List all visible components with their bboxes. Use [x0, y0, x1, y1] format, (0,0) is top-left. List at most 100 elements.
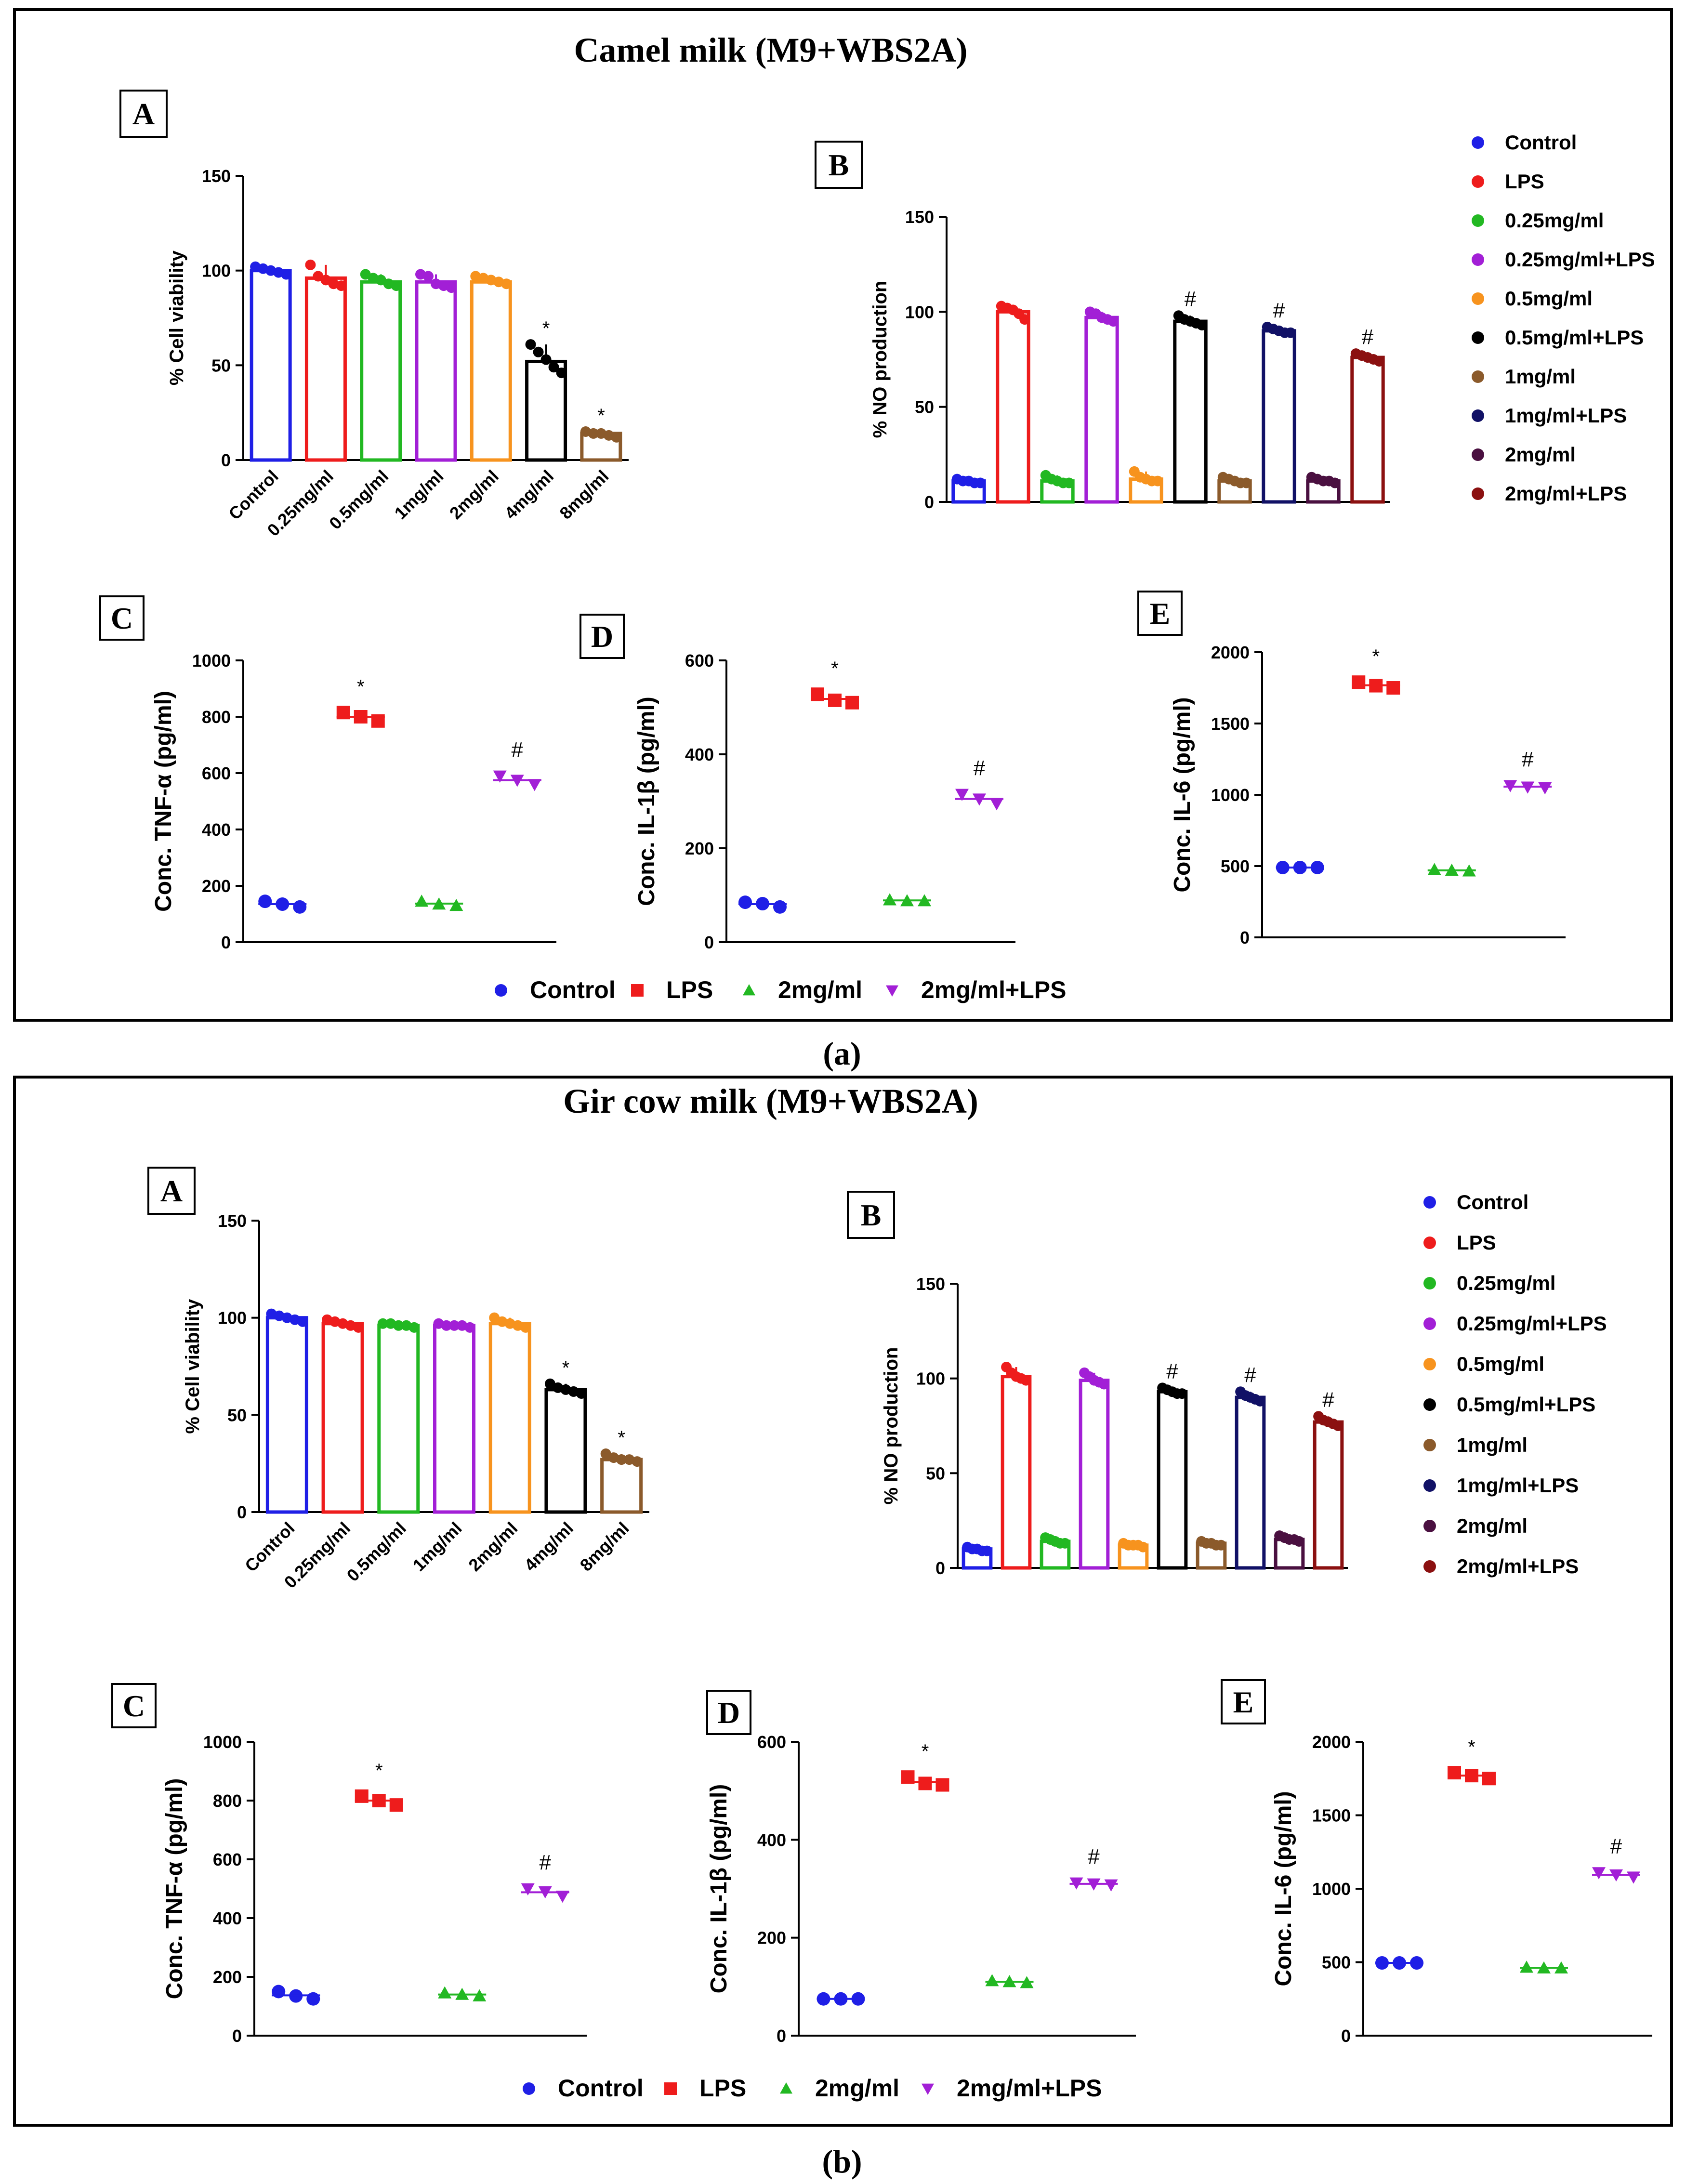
y-tick-label: 600: [757, 1732, 786, 1752]
significance-mark: #: [1244, 1363, 1256, 1387]
legend-marker: [1423, 1196, 1436, 1209]
data-point: [305, 259, 316, 270]
x-tick-label: 2mg/ml: [446, 466, 502, 523]
data-point: [555, 1891, 569, 1903]
panel-letter: E: [1150, 596, 1171, 631]
y-tick-label: 400: [213, 1908, 242, 1928]
significance-mark: *: [542, 318, 550, 339]
data-point: [293, 900, 307, 914]
y-tick-label: 0: [237, 1502, 247, 1522]
data-point: [544, 1378, 555, 1389]
x-tick-label: Control: [241, 1518, 298, 1576]
data-point: [1064, 477, 1075, 488]
legend-marker: [780, 2082, 792, 2094]
data-point: [353, 1322, 364, 1333]
data-point: [464, 1322, 475, 1333]
data-point: [415, 895, 429, 907]
legend-label: 2mg/ml: [815, 2075, 899, 2102]
legend-label: 1mg/ml+LPS: [1505, 404, 1627, 427]
bar: [360, 280, 402, 462]
bar: [433, 1324, 475, 1514]
data-point: [520, 1322, 531, 1333]
panel-letter-box: [119, 90, 168, 138]
y-tick-label: 800: [213, 1791, 242, 1811]
legend-label: 1mg/ml: [1505, 365, 1576, 388]
legend-label: LPS: [1505, 170, 1544, 193]
legend-label: LPS: [1457, 1231, 1496, 1254]
data-point: [1152, 475, 1163, 487]
legend-label: Control: [1505, 131, 1577, 154]
legend-label: 2mg/ml: [778, 976, 862, 1003]
data-point: [548, 362, 559, 373]
data-point: [391, 280, 402, 291]
y-tick-label: 200: [213, 1967, 242, 1987]
significance-mark: *: [1468, 1737, 1475, 1758]
panel-letter-box: [1221, 1679, 1266, 1724]
x-tick-label: Control: [224, 466, 282, 524]
y-tick-label: 400: [757, 1830, 786, 1850]
bar: [1173, 319, 1208, 504]
bar: [470, 280, 512, 462]
legend-label: 0.5mg/ml+LPS: [1457, 1393, 1595, 1416]
legend-label: 0.5mg/ml: [1505, 287, 1593, 310]
y-tick-label: 150: [916, 1274, 945, 1294]
data-point: [1254, 1395, 1265, 1407]
panel-letter: C: [123, 1689, 145, 1723]
bar: [544, 1388, 587, 1514]
data-point: [588, 428, 599, 439]
panel-letter-box: [706, 1690, 751, 1735]
data-point: [576, 1388, 587, 1399]
legend-marker: [1472, 370, 1484, 383]
data-point: [1448, 1766, 1461, 1780]
data-point: [1592, 1867, 1606, 1880]
panel-frame: [13, 1076, 1673, 2127]
bar: [1262, 329, 1296, 504]
data-point: [611, 432, 622, 443]
legend-marker: [1423, 1317, 1436, 1330]
legend-label: 0.25mg/ml: [1457, 1272, 1555, 1294]
data-point: [423, 271, 434, 282]
data-point: [975, 477, 986, 488]
y-tick-label: 1500: [1211, 714, 1250, 734]
panel-letter: B: [829, 148, 849, 182]
panel-letter: D: [718, 1696, 740, 1730]
data-point: [306, 1992, 320, 2006]
legend-marker: [1472, 409, 1484, 422]
significance-mark: #: [1185, 287, 1197, 311]
y-tick-label: 200: [202, 876, 231, 896]
x-tick-label: 1mg/ml: [409, 1518, 466, 1575]
panel-letter: D: [591, 619, 613, 654]
legend-label: Control: [1457, 1191, 1528, 1213]
significance-mark: #: [540, 1851, 552, 1874]
data-point: [281, 269, 292, 280]
legend-marker: [631, 984, 644, 997]
y-axis-label: % Cell viability: [166, 250, 187, 385]
significance-mark: #: [1322, 1388, 1334, 1411]
data-point: [1104, 1879, 1118, 1892]
data-point: [1330, 477, 1341, 488]
legend-label: 2mg/ml: [1457, 1514, 1528, 1537]
legend-label: Control: [558, 2075, 644, 2102]
x-tick-label: 2mg/ml: [464, 1518, 521, 1575]
panel-letter-box: [847, 1191, 895, 1239]
panel-letter: C: [111, 601, 133, 635]
data-point: [1215, 1539, 1226, 1551]
y-axis-label: Conc. IL-6 (pg/ml): [1271, 1791, 1296, 1986]
legend-marker: [664, 2082, 677, 2095]
data-point: [738, 895, 752, 909]
panel-letter-box: [99, 595, 145, 641]
y-tick-label: 1000: [203, 1732, 242, 1752]
data-point: [525, 339, 536, 350]
significance-mark: #: [512, 738, 524, 762]
legend-marker: [1423, 1560, 1436, 1573]
legend-marker: [1423, 1237, 1436, 1249]
legend-marker: [1472, 331, 1484, 344]
y-tick-label: 1000: [192, 651, 231, 671]
y-tick-label: 2000: [1312, 1732, 1351, 1752]
data-point: [1538, 782, 1552, 795]
data-point: [1427, 863, 1441, 875]
legend-marker: [1472, 292, 1484, 305]
data-point: [1293, 1536, 1304, 1547]
x-tick-label: 8mg/ml: [576, 1518, 633, 1575]
x-tick-label: 4mg/ml: [501, 466, 557, 523]
